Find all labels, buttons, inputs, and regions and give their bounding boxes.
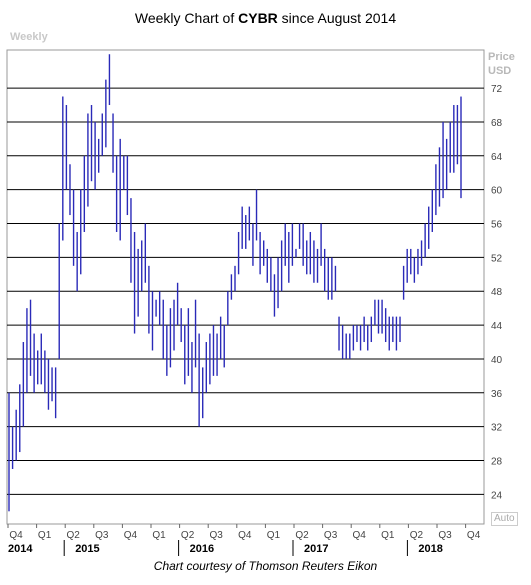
year-label: 2017: [304, 543, 328, 555]
quarter-label: Q4: [238, 530, 252, 541]
quarter-label: Q4: [353, 530, 367, 541]
quarter-label: Q1: [152, 530, 166, 541]
quarter-label: Q4: [467, 530, 481, 541]
y-tick-label: 24: [491, 490, 503, 501]
quarter-label: Q3: [210, 530, 224, 541]
x-axis: Q4 Q1 Q2 Q3 Q4 Q1 Q2 Q3 Q4 Q1 Q2 Q3 Q4 Q1 Q2 Q3 Q4 2014 20…: [7, 524, 481, 556]
quarter-label: Q3: [438, 530, 452, 541]
title-prefix: Weekly Chart of: [134, 10, 239, 26]
quarter-label: Q2: [295, 530, 309, 541]
y-tick-label: 60: [491, 186, 503, 197]
y-tick-label: 68: [491, 118, 503, 129]
chart-title: Weekly Chart of CYBR since August 2014: [0, 10, 531, 26]
quarter-label: Q4: [9, 530, 23, 541]
y-axis: 24 28 32 36 40 44 48 52 56 60 64 68 72: [491, 84, 503, 501]
quarter-label: Q2: [410, 530, 424, 541]
title-suffix: since August 2014: [277, 10, 397, 26]
period-label: Weekly: [10, 31, 48, 43]
quarter-label: Q2: [67, 530, 81, 541]
y-axis-title: Price USD: [488, 50, 515, 78]
y-tick-label: 32: [491, 423, 503, 434]
y-tick-label: 40: [491, 355, 503, 366]
price-bars: [8, 54, 462, 512]
auto-scale-button[interactable]: Auto: [491, 512, 518, 526]
y-axis-title-line1: Price: [488, 51, 515, 63]
quarter-label: Q1: [381, 530, 395, 541]
y-tick-label: 72: [491, 84, 503, 95]
grid-lines: [7, 87, 484, 495]
plot-area: [6, 49, 485, 525]
title-ticker: CYBR: [238, 10, 278, 26]
y-tick-label: 64: [491, 152, 503, 163]
y-tick-label: 44: [491, 321, 503, 332]
y-tick-label: 28: [491, 457, 503, 468]
year-label: 2018: [418, 543, 442, 555]
quarter-label: Q4: [124, 530, 138, 541]
y-axis-title-line2: USD: [488, 65, 512, 77]
y-tick-label: 56: [491, 220, 503, 231]
y-tick-label: 52: [491, 253, 503, 264]
quarter-label: Q3: [95, 530, 109, 541]
quarter-label: Q3: [324, 530, 338, 541]
y-tick-label: 36: [491, 389, 503, 400]
quarter-label: Q1: [38, 530, 52, 541]
year-label: 2016: [190, 543, 214, 555]
year-label: 2014: [8, 543, 33, 555]
y-tick-label: 48: [491, 287, 503, 298]
quarter-label: Q1: [267, 530, 281, 541]
year-label: 2015: [75, 543, 99, 555]
quarter-label: Q2: [181, 530, 195, 541]
chart-credit: Chart courtesy of Thomson Reuters Eikon: [153, 559, 378, 573]
